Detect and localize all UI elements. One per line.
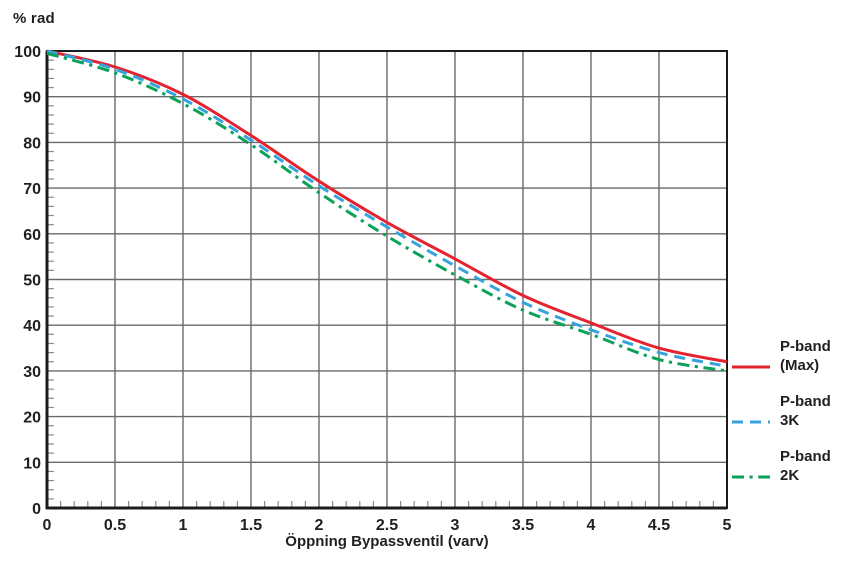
- y-axis-title: % rad: [13, 10, 55, 27]
- legend-label-line: 2K: [780, 467, 800, 484]
- y-tick-label: 70: [23, 181, 41, 198]
- legend-label: P-band (Max): [780, 337, 831, 375]
- y-tick-label: 50: [23, 273, 41, 290]
- x-axis-title: Öppning Bypassventil (varv): [285, 533, 489, 550]
- y-tick-label: 30: [23, 364, 41, 381]
- x-tick-label: 0.5: [104, 517, 126, 534]
- series-line-2: [46, 49, 728, 368]
- x-tick-label: 2.5: [376, 517, 398, 534]
- legend-entry-1: P-band (Max): [732, 336, 831, 375]
- legend-line-sample: [732, 420, 770, 424]
- legend-label-line: P-band: [780, 448, 831, 465]
- y-tick-label: 10: [23, 455, 41, 472]
- legend-line-sample: [732, 475, 770, 479]
- y-tick-label: 40: [23, 318, 41, 335]
- x-tick-label: 3.5: [512, 517, 534, 534]
- legend-label: P-band 3K: [780, 392, 831, 430]
- x-tick-label: 4.5: [648, 517, 670, 534]
- series-line-1: [46, 49, 728, 364]
- legend: P-band (Max) P-band 3K P-band 2K: [732, 336, 831, 485]
- x-tick-label: 5: [723, 517, 732, 534]
- x-tick-label: 1.5: [240, 517, 262, 534]
- y-tick-label: 20: [23, 410, 41, 427]
- x-tick-label: 0: [43, 517, 52, 534]
- y-tick-label: 90: [23, 90, 41, 107]
- x-tick-label: 1: [179, 517, 188, 534]
- y-tick-label: 100: [14, 44, 41, 61]
- y-tick-label: 0: [32, 501, 41, 518]
- legend-entry-2: P-band 3K: [732, 391, 831, 430]
- legend-label-line: (Max): [780, 357, 820, 374]
- legend-label-line: P-band: [780, 338, 831, 355]
- legend-label-line: 3K: [780, 412, 800, 429]
- x-tick-label: 3: [451, 517, 460, 534]
- y-tick-label: 80: [23, 135, 41, 152]
- legend-entry-3: P-band 2K: [732, 446, 831, 485]
- x-tick-label: 4: [587, 517, 596, 534]
- series-line-3: [46, 51, 728, 373]
- legend-line-sample: [732, 365, 770, 369]
- y-tick-label: 60: [23, 227, 41, 244]
- x-tick-label: 2: [315, 517, 324, 534]
- legend-label-line: P-band: [780, 393, 831, 410]
- legend-label: P-band 2K: [780, 447, 831, 485]
